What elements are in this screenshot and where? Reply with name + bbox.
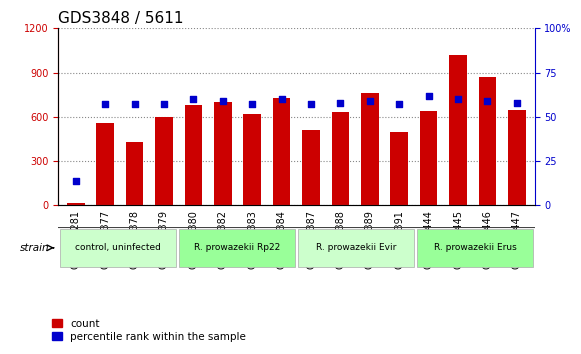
Point [189,96,198,102]
Legend: count, percentile rank within the sample: count, percentile rank within the sample [52,319,246,342]
Text: control, uninfected: control, uninfected [75,243,160,252]
Point [365,98,375,104]
Text: R. prowazekii Evir: R. prowazekii Evir [315,243,396,252]
Point [159,102,168,107]
Bar [243,114,261,205]
Bar [508,110,526,205]
FancyBboxPatch shape [298,229,414,267]
Bar [449,55,467,205]
Point [101,102,110,107]
Bar [155,117,173,205]
Point [453,96,462,102]
Bar [273,98,290,205]
Bar [361,93,379,205]
FancyBboxPatch shape [417,229,533,267]
Bar [214,102,232,205]
Point [424,93,433,98]
Point [394,102,404,107]
Point [277,96,286,102]
Point [130,102,139,107]
Bar [185,105,202,205]
Text: R. prowazekii Erus: R. prowazekii Erus [433,243,517,252]
Point [512,100,522,105]
Text: GDS3848 / 5611: GDS3848 / 5611 [58,11,184,26]
Bar [96,123,114,205]
Point [248,102,257,107]
Text: R. prowazekii Rp22: R. prowazekii Rp22 [193,243,280,252]
Point [483,98,492,104]
Point [306,102,315,107]
Bar [332,113,349,205]
FancyBboxPatch shape [179,229,295,267]
Point [71,178,80,183]
Point [218,98,227,104]
FancyBboxPatch shape [60,229,175,267]
Bar [390,132,408,205]
Bar [302,130,320,205]
Bar [125,142,144,205]
Text: strain: strain [20,243,49,253]
Point [336,100,345,105]
Bar [479,77,496,205]
Bar [420,111,437,205]
Bar [67,202,85,205]
